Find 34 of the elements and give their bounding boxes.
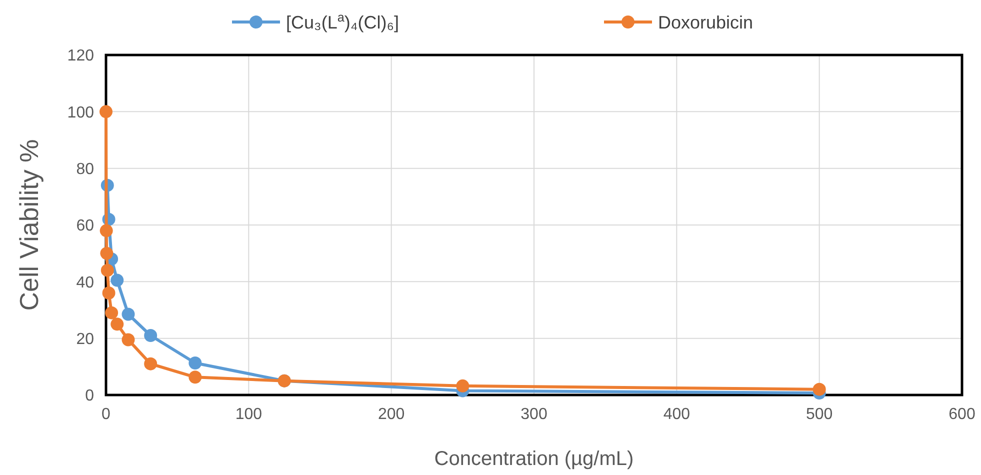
y-tick-label: 80 bbox=[76, 160, 94, 178]
point bbox=[100, 224, 113, 238]
point bbox=[122, 333, 135, 346]
y-axis-title: Cell Viability % bbox=[14, 139, 44, 311]
x-tick-label: 0 bbox=[102, 406, 111, 423]
legend-label: [Cu₃(L$^{a}$)₄(Cl)₆] bbox=[286, 10, 399, 32]
x-tick-label: 400 bbox=[663, 406, 690, 423]
point bbox=[188, 370, 202, 384]
y-tick-label: 20 bbox=[76, 330, 94, 348]
x-tick-label: 300 bbox=[520, 406, 548, 423]
point bbox=[456, 379, 470, 392]
point bbox=[144, 357, 158, 370]
x-tick-label: 100 bbox=[235, 406, 262, 423]
point bbox=[144, 329, 158, 342]
point bbox=[122, 308, 135, 321]
point bbox=[110, 318, 124, 331]
point bbox=[100, 264, 114, 277]
point bbox=[188, 356, 202, 370]
point bbox=[100, 246, 114, 260]
x-tick-label: 600 bbox=[948, 406, 976, 423]
legend-label: Doxorubicin bbox=[658, 12, 754, 32]
y-tick-label: 60 bbox=[76, 218, 94, 235]
point bbox=[100, 105, 112, 118]
point bbox=[812, 382, 826, 396]
x-axis-title: Concentration (µg/mL) bbox=[434, 448, 634, 470]
y-tick-label: 40 bbox=[76, 274, 94, 292]
x-tick-label: 200 bbox=[378, 406, 405, 423]
point bbox=[102, 286, 116, 300]
y-tick-label: 120 bbox=[67, 48, 94, 65]
x-tick-label: 500 bbox=[806, 406, 833, 423]
point bbox=[110, 274, 124, 287]
y-tick-label: 100 bbox=[67, 104, 94, 122]
point bbox=[105, 306, 118, 320]
y-tick-label: 0 bbox=[85, 388, 94, 405]
